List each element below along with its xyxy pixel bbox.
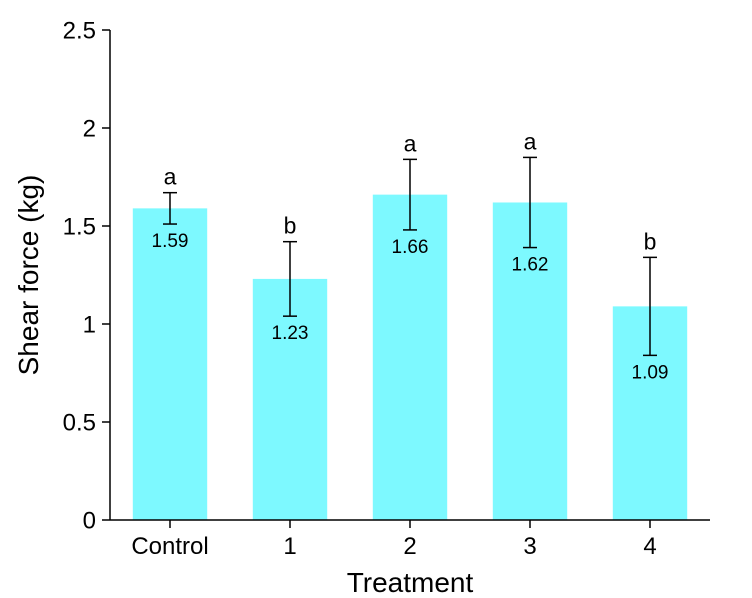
- y-tick-label: 2.5: [63, 17, 96, 44]
- significance-letter: a: [524, 128, 537, 154]
- bar-chart: a 1.59 Control b 1.23 1 a 1.66 2 a 1.62 3 b 1.09 4 0 0.5…: [0, 0, 752, 598]
- chart-svg: a 1.59 Control b 1.23 1 a 1.66 2 a 1.62 3 b 1.09 4 0 0.5…: [0, 0, 752, 598]
- bar: [133, 208, 207, 520]
- significance-letter: b: [284, 213, 297, 239]
- bar-value-label: 1.23: [272, 323, 309, 344]
- bar-value-label: 1.09: [632, 362, 669, 383]
- bar-value-label: 1.66: [392, 237, 429, 258]
- y-tick-label: 1: [83, 311, 96, 338]
- significance-letter: b: [644, 228, 657, 254]
- y-tick-label: 0.5: [63, 409, 96, 436]
- y-tick-label: 1.5: [63, 213, 96, 240]
- x-tick-label: 3: [523, 533, 536, 560]
- x-axis-label: Treatment: [347, 567, 474, 598]
- y-axis-label: Shear force (kg): [13, 175, 44, 376]
- x-tick-label: 4: [643, 533, 656, 560]
- significance-letter: a: [404, 130, 417, 156]
- bar-value-label: 1.59: [152, 231, 189, 252]
- bar: [493, 202, 567, 520]
- bar-value-label: 1.62: [512, 255, 549, 276]
- x-tick-label: 2: [403, 533, 416, 560]
- x-tick-label: 1: [283, 533, 296, 560]
- x-tick-label: Control: [131, 533, 208, 560]
- significance-letter: a: [164, 164, 177, 190]
- y-tick-label: 0: [83, 507, 96, 534]
- y-tick-label: 2: [83, 115, 96, 142]
